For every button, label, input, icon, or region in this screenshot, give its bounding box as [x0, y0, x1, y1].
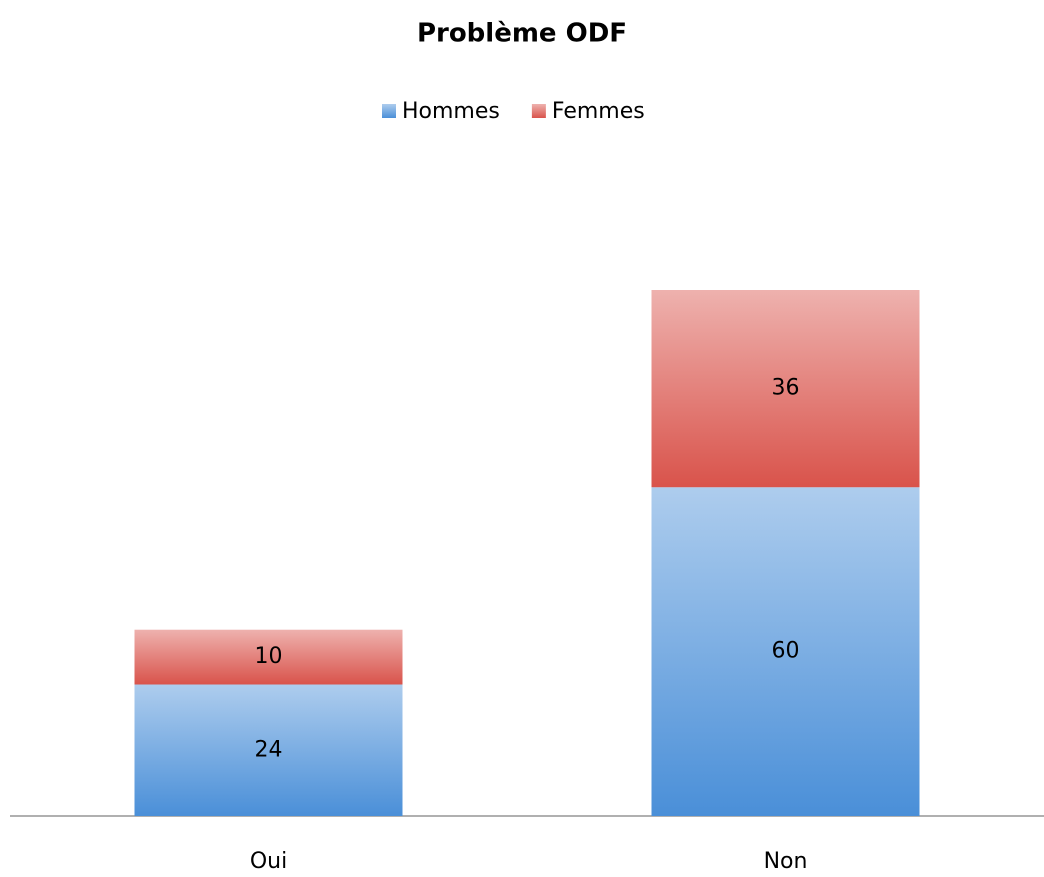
x-tick-label: Non: [764, 849, 808, 874]
legend-label: Hommes: [402, 99, 500, 124]
legend-swatch: [382, 104, 396, 118]
bar-segment: [134, 629, 403, 685]
data-label: 10: [255, 644, 283, 669]
bar-segment: [134, 684, 403, 816]
legend-label: Femmes: [552, 99, 645, 124]
bar-segment: [651, 487, 920, 816]
data-label: 36: [772, 376, 800, 401]
data-label: 60: [772, 639, 800, 664]
legend-swatch: [531, 104, 546, 118]
bar-segment: [651, 290, 920, 488]
data-label: 24: [255, 737, 283, 762]
x-tick-label: Oui: [250, 849, 287, 874]
chart-title: Problème ODF: [417, 19, 627, 49]
